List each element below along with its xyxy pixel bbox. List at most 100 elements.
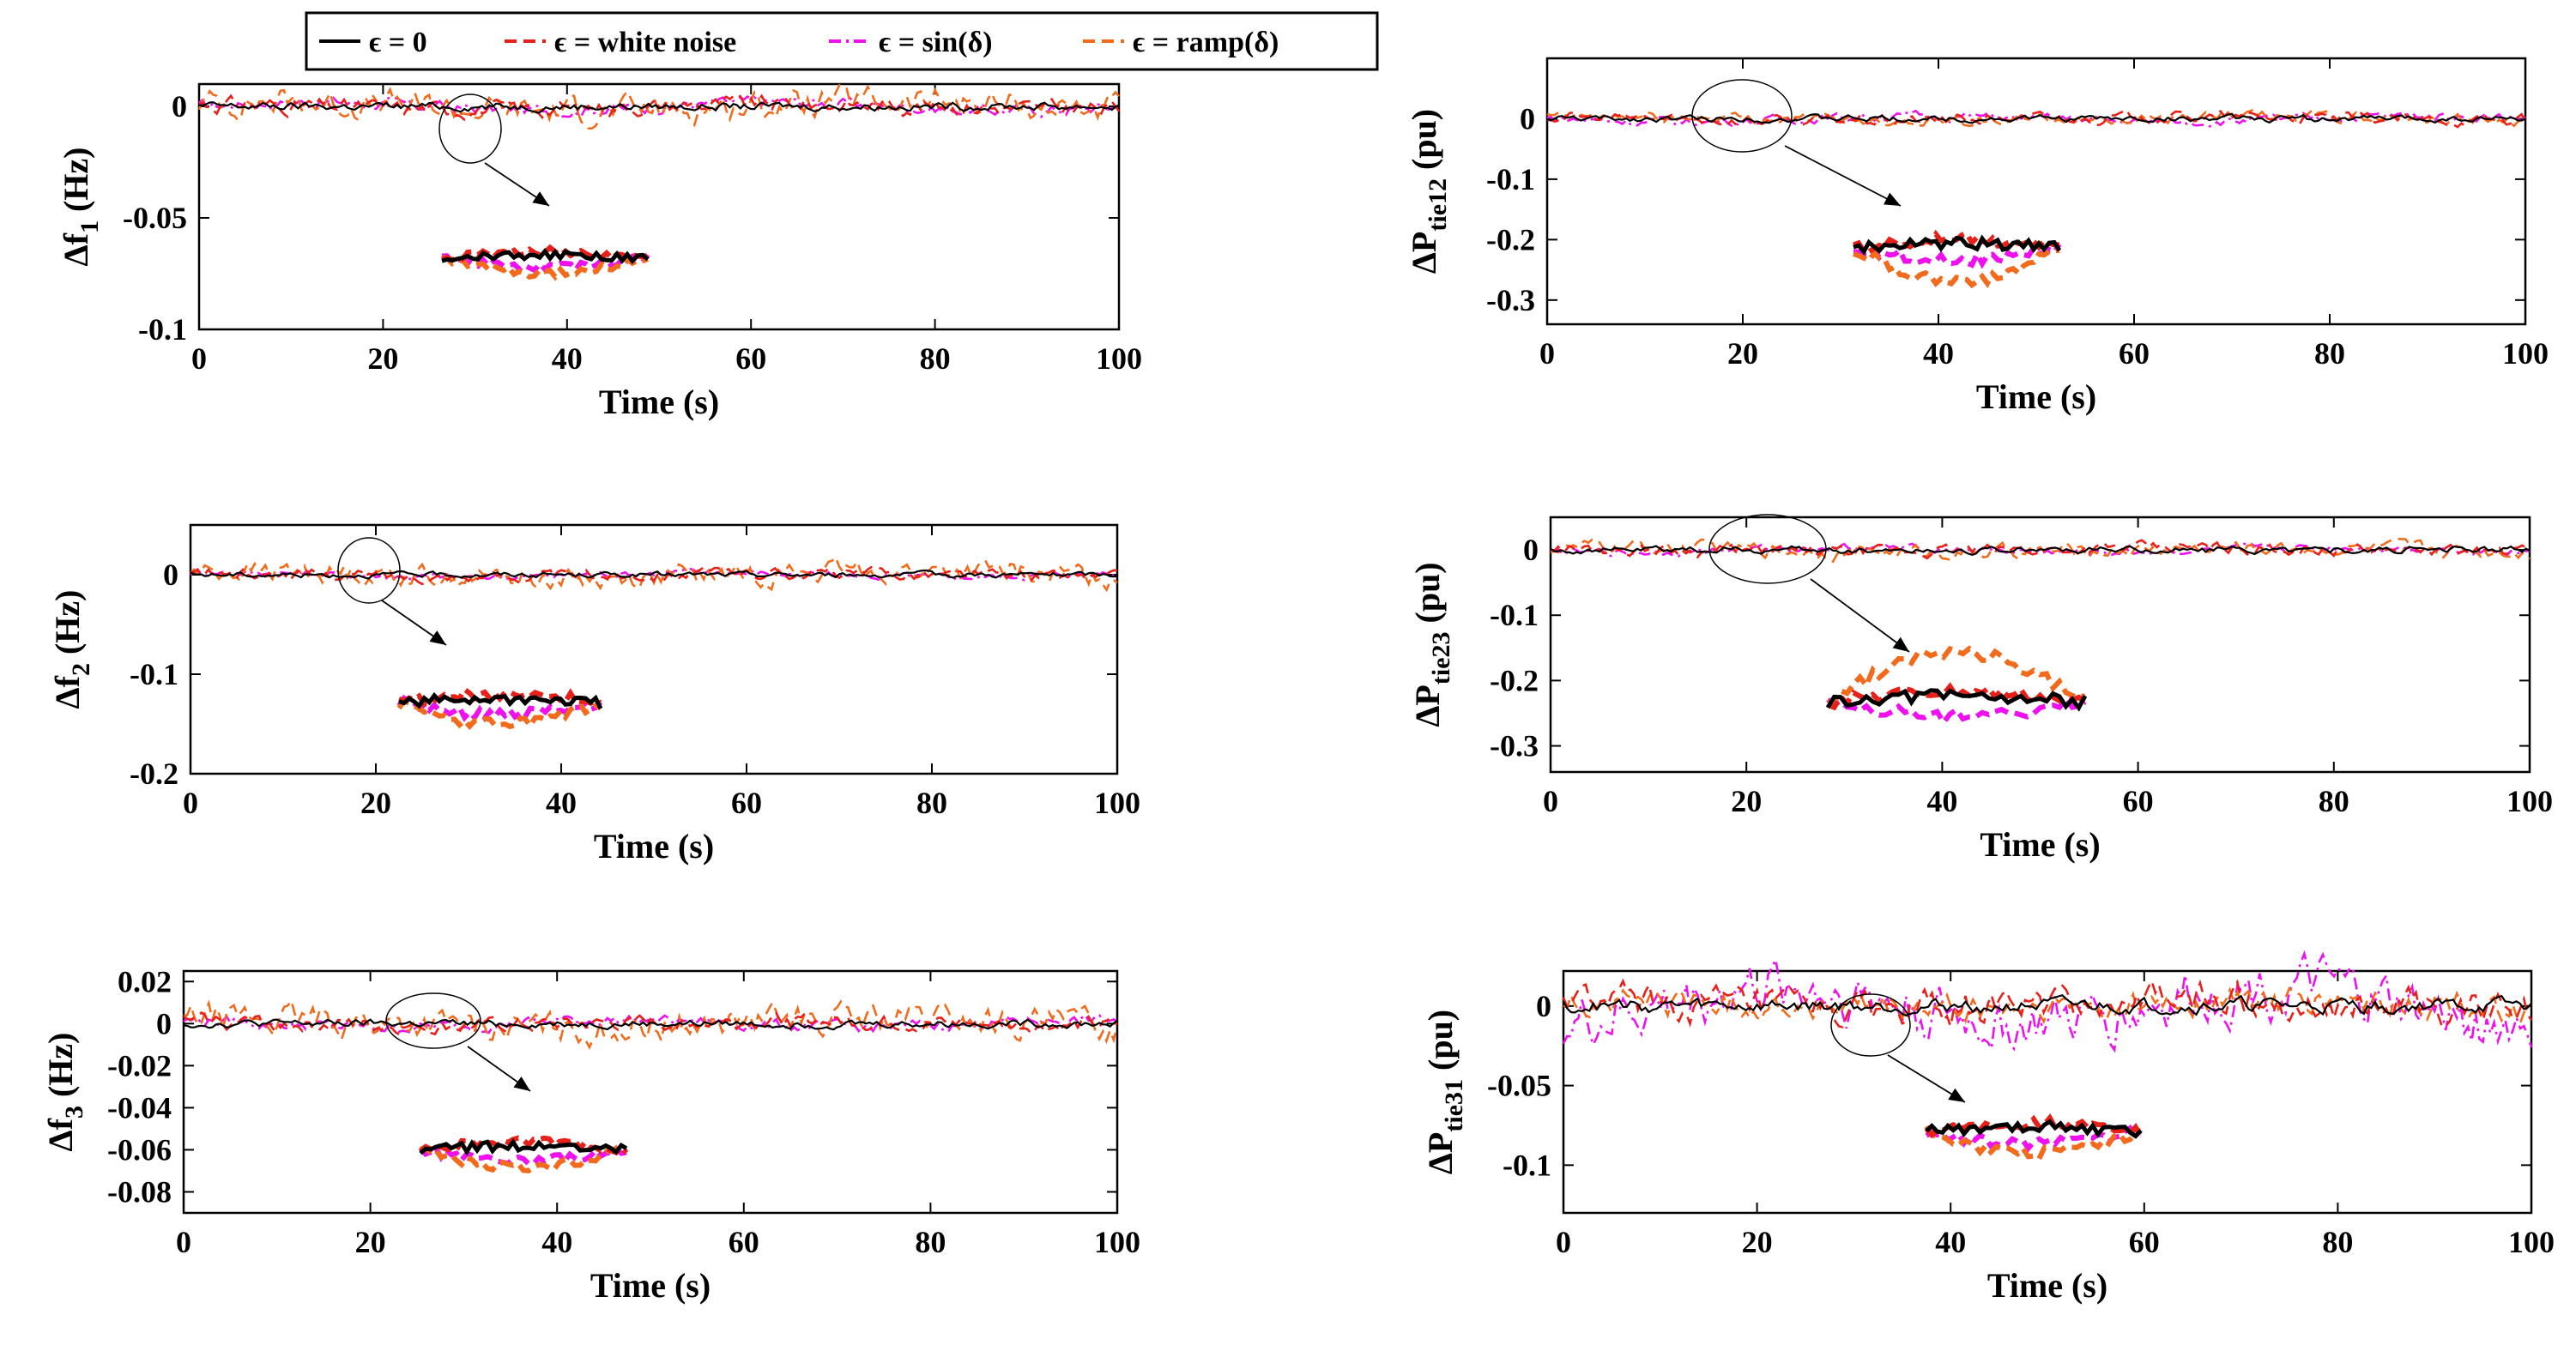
zoom-ellipse	[1708, 514, 1827, 584]
series-line-white-noise	[183, 1010, 1118, 1036]
series-line-ramp	[190, 555, 1118, 593]
y-tick-label: -0.1	[1503, 1148, 1551, 1182]
series-line-ramp	[197, 83, 1120, 130]
y-axis-label: ΔPtie12 (pu)	[1405, 109, 1452, 274]
chart-delta-f2: 0 20 40 60 80 100 -0.2 -0.1 0 Time (s) Δf2 (Hz)	[48, 523, 1140, 866]
x-tick-label: 40	[1926, 784, 1957, 818]
x-tick-label: 40	[552, 341, 583, 376]
x-tick-label: 100	[2508, 1225, 2555, 1259]
zoom-arrow	[1810, 578, 1910, 653]
x-axis-label: Time (s)	[1980, 825, 2100, 864]
x-tick-label: 0	[176, 1225, 191, 1259]
zoom-ellipse	[438, 93, 502, 164]
series-line-sin	[1562, 950, 2533, 1053]
x-tick-label: 80	[2319, 784, 2349, 818]
x-tick-label: 80	[2314, 336, 2345, 371]
y-tick-label: -0.3	[1486, 283, 1535, 317]
x-tick-label: 60	[735, 341, 766, 376]
x-tick-label: 0	[191, 341, 207, 376]
y-tick-label: -0.2	[1490, 663, 1539, 697]
inset-line-ramp	[1924, 1125, 2143, 1162]
x-axis-label: Time (s)	[599, 383, 719, 421]
x-tick-label: 100	[2502, 336, 2549, 371]
x-tick-label: 40	[546, 786, 577, 820]
y-tick-label: -0.2	[130, 757, 178, 791]
series-line-eps0	[1563, 993, 2532, 1016]
x-tick-label: 100	[2506, 784, 2553, 818]
y-tick-label: -0.2	[1486, 222, 1535, 256]
plot-frame	[1562, 969, 2533, 1215]
y-tick-label: -0.04	[107, 1090, 172, 1125]
y-tick-label: -0.05	[123, 201, 187, 235]
inset-line-eps0	[1825, 688, 2088, 712]
x-axis-label: Time (s)	[594, 827, 714, 866]
legend-label-eps0: ϵ = 0	[369, 27, 427, 58]
x-tick-label: 0	[1556, 1225, 1571, 1259]
x-axis-label: Time (s)	[1987, 1266, 2107, 1305]
series-line-sin	[190, 567, 1118, 582]
y-tick-label: 0	[1536, 989, 1551, 1023]
zoom-arrowhead	[1948, 1088, 1965, 1102]
inset-line-ramp	[441, 255, 649, 281]
x-tick-label: 100	[1094, 786, 1140, 820]
x-tick-label: 80	[915, 1225, 946, 1259]
y-tick-label: -0.02	[107, 1048, 172, 1083]
x-tick-label: 20	[1727, 336, 1758, 371]
x-tick-label: 60	[2123, 784, 2154, 818]
chart-delta-f3: 0 20 40 60 80 100 -0.08 -0.06 -0.04 -0.02 0 0.02 Tim…	[41, 964, 1140, 1305]
plot-frame	[182, 969, 1119, 1215]
x-tick-label: 60	[2129, 1225, 2160, 1259]
y-tick-label: -0.1	[1490, 598, 1539, 632]
x-tick-label: 60	[731, 786, 762, 820]
x-tick-label: 60	[2119, 336, 2150, 371]
series-line-eps0	[198, 101, 1120, 114]
x-tick-label: 80	[916, 786, 947, 820]
x-tick-label: 40	[541, 1225, 572, 1259]
x-tick-label: 20	[1731, 784, 1762, 818]
inset-line-ramp	[1853, 247, 2060, 289]
x-tick-label: 20	[355, 1225, 386, 1259]
inset-line-eps0	[419, 1138, 628, 1156]
x-tick-label: 20	[1742, 1225, 1773, 1259]
series-line-white-noise	[1562, 978, 2533, 1031]
y-tick-label: 0	[1520, 101, 1535, 136]
y-tick-label: -0.1	[1486, 162, 1535, 196]
y-axis-label: ΔPtie23 (pu)	[1408, 562, 1455, 727]
series-line-eps0	[183, 1018, 1118, 1031]
legend-label-ramp: ϵ = ramp(δ)	[1133, 27, 1279, 58]
plot-frame	[197, 82, 1121, 331]
zoom-ellipse	[385, 992, 481, 1049]
legend: ϵ = 0 ϵ = white noise ϵ = sin(δ) ϵ = ram…	[305, 11, 1379, 71]
zoom-ellipse	[337, 537, 401, 604]
y-tick-label: -0.08	[107, 1174, 172, 1209]
plot-frame	[189, 523, 1119, 775]
series-line-white-noise	[1546, 108, 2527, 129]
y-tick-label: -0.06	[107, 1132, 172, 1167]
x-tick-label: 0	[1543, 784, 1558, 818]
x-tick-label: 40	[1923, 336, 1954, 371]
x-tick-label: 0	[183, 786, 198, 820]
y-tick-label: -0.3	[1490, 729, 1539, 763]
zoom-arrow	[1784, 145, 1902, 207]
y-tick-label: -0.1	[130, 657, 178, 691]
zoom-arrowhead	[513, 1076, 530, 1091]
zoom-arrowhead	[429, 630, 446, 645]
chart-delta-ptie23: 0 20 40 60 80 100 -0.3 -0.2 -0.1 0 Time (s) ΔPtie23…	[1408, 514, 2553, 864]
y-tick-label: 0	[1523, 533, 1539, 567]
y-tick-label: 0.02	[118, 964, 172, 998]
y-tick-label: -0.05	[1487, 1069, 1551, 1103]
y-axis-label: Δf2 (Hz)	[48, 590, 95, 709]
inset-line-sin	[1853, 243, 2062, 269]
legend-box	[305, 11, 1379, 71]
series-line-white-noise	[198, 93, 1121, 121]
legend-label-sin: ϵ = sin(δ)	[879, 27, 993, 58]
series-line-eps0	[1550, 545, 2531, 556]
chart-delta-ptie12: 0 20 40 60 80 100 -0.3 -0.2 -0.1 0 Time (s) ΔPtie12…	[1405, 57, 2549, 416]
series-line-ramp	[1546, 107, 2526, 128]
zoom-ellipse	[1830, 993, 1911, 1057]
inset-line-ramp	[1827, 645, 2086, 705]
x-axis-label: Time (s)	[1976, 377, 2096, 416]
inset-line-eps0	[441, 247, 650, 265]
x-tick-label: 20	[360, 786, 391, 820]
